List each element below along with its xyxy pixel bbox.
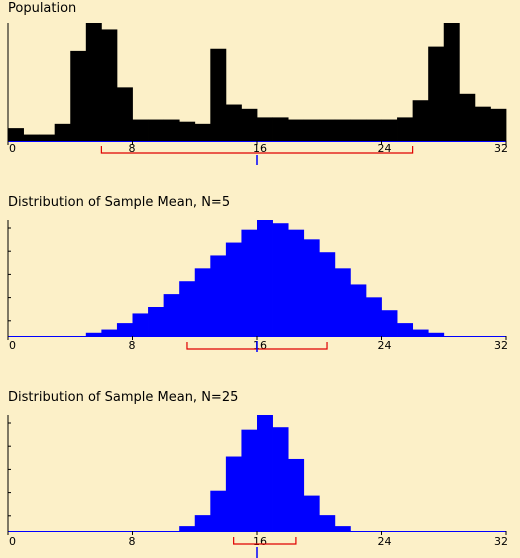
histogram-bar[interactable] (241, 229, 258, 336)
histogram-sample-mean-n25[interactable]: 0 8 16 24 32 (0, 387, 520, 558)
x-tick-label: 32 (494, 142, 508, 155)
histogram-bar[interactable] (225, 104, 242, 141)
histogram-bar[interactable] (288, 229, 305, 336)
x-tick-label: 32 (494, 339, 508, 352)
histogram-bar[interactable] (490, 108, 507, 141)
histogram-bar[interactable] (350, 284, 367, 336)
histogram-sample-mean-n5[interactable]: 0 8 16 24 32 (0, 192, 520, 367)
x-tick-label: 24 (378, 142, 392, 155)
histogram-bar[interactable] (179, 121, 196, 141)
sd-bracket[interactable] (100, 146, 414, 154)
x-tick-label: 8 (129, 339, 136, 352)
histogram-bar[interactable] (241, 108, 258, 141)
histogram-population[interactable]: 0 8 16 24 32 (0, 0, 520, 175)
histogram-bar[interactable] (101, 329, 118, 336)
histogram-bar[interactable] (272, 117, 289, 141)
histogram-bar[interactable] (334, 268, 351, 336)
histogram-bar[interactable] (334, 526, 351, 531)
histogram-bar[interactable] (288, 119, 305, 141)
histogram-bar[interactable] (225, 456, 242, 531)
histogram-bar[interactable] (303, 119, 320, 141)
histogram-bar[interactable] (70, 50, 87, 141)
histogram-bar[interactable] (272, 427, 289, 531)
histogram-bar[interactable] (303, 495, 320, 531)
histogram-bar[interactable] (365, 297, 382, 336)
histogram-bar[interactable] (225, 242, 242, 336)
histogram-bar[interactable] (194, 268, 211, 336)
x-tick-label: 8 (129, 142, 136, 155)
histogram-bar[interactable] (194, 123, 211, 141)
histogram-bar[interactable] (8, 128, 24, 141)
histogram-bar[interactable] (101, 29, 118, 141)
x-tick-label: 24 (378, 339, 392, 352)
histogram-bar[interactable] (85, 332, 102, 336)
histogram-bar[interactable] (132, 313, 149, 336)
histogram-bar[interactable] (288, 458, 305, 531)
histogram-bar[interactable] (257, 117, 273, 141)
panel-title: Distribution of Sample Mean, N=25 (8, 390, 239, 405)
panel-population: Population 0 8 16 24 32 (0, 0, 520, 175)
histogram-bar[interactable] (54, 123, 71, 141)
panel-title: Population (8, 1, 77, 16)
histogram-bar[interactable] (334, 119, 351, 141)
histogram-bar[interactable] (381, 119, 398, 141)
histogram-bar[interactable] (179, 281, 196, 336)
histogram-bar[interactable] (132, 119, 149, 141)
panel-sample-mean-n5: Distribution of Sample Mean, N=5 0 8 16 24 3… (0, 192, 520, 367)
histogram-bar[interactable] (194, 515, 211, 531)
x-tick-label: 0 (9, 142, 16, 155)
panel-title: Distribution of Sample Mean, N=5 (8, 195, 231, 210)
histogram-bar[interactable] (412, 329, 429, 336)
histogram-bar[interactable] (163, 294, 180, 336)
histogram-bar[interactable] (39, 134, 56, 141)
x-tick-label: 32 (494, 535, 508, 548)
histogram-bar[interactable] (397, 323, 414, 336)
x-tick-label: 16 (253, 142, 267, 155)
histogram-bar[interactable] (179, 526, 196, 531)
histogram-bar[interactable] (210, 490, 227, 531)
histogram-bar[interactable] (474, 106, 491, 141)
histogram-bar[interactable] (257, 220, 273, 336)
histogram-bar[interactable] (443, 23, 460, 141)
histogram-bar[interactable] (241, 429, 258, 531)
histogram-bar[interactable] (381, 310, 398, 336)
histogram-bar[interactable] (85, 23, 102, 141)
histogram-bar[interactable] (257, 415, 273, 531)
histogram-bar[interactable] (397, 117, 414, 141)
histogram-bar[interactable] (459, 93, 476, 141)
x-tick-label: 16 (253, 339, 267, 352)
histogram-bar[interactable] (350, 119, 367, 141)
histogram-bar[interactable] (116, 87, 133, 141)
histogram-bar[interactable] (148, 119, 165, 141)
histogram-bar[interactable] (319, 119, 336, 141)
x-tick-label: 16 (253, 535, 267, 548)
histogram-bar[interactable] (319, 515, 336, 531)
sd-bracket[interactable] (233, 537, 297, 545)
histogram-bar[interactable] (303, 239, 320, 336)
histogram-bar[interactable] (272, 223, 289, 336)
x-tick-label: 24 (378, 535, 392, 548)
histogram-bar[interactable] (210, 48, 227, 141)
histogram-bar[interactable] (116, 323, 133, 336)
histogram-bar[interactable] (319, 252, 336, 336)
histogram-bar[interactable] (210, 255, 227, 336)
x-tick-label: 8 (129, 535, 136, 548)
histogram-bar[interactable] (365, 119, 382, 141)
histogram-bar[interactable] (163, 119, 180, 141)
x-tick-label: 0 (9, 535, 16, 548)
histogram-bar[interactable] (148, 307, 165, 336)
histogram-bar[interactable] (412, 100, 429, 141)
histogram-bar[interactable] (428, 46, 445, 141)
histogram-bar[interactable] (23, 134, 40, 141)
panel-sample-mean-n25: Distribution of Sample Mean, N=25 0 8 16 24… (0, 387, 520, 558)
x-tick-label: 0 (9, 339, 16, 352)
histogram-bar[interactable] (428, 332, 445, 336)
